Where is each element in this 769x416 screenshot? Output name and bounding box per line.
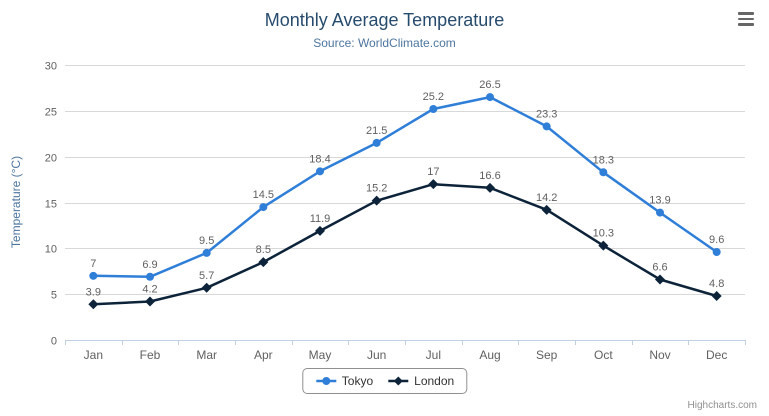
data-label-london: 4.8 [709,278,724,290]
data-label-london: 16.6 [479,170,500,182]
data-point-tokyo[interactable] [429,105,438,113]
data-label-london: 10.3 [593,228,614,240]
x-tick-label: Jun [367,348,386,362]
x-tick-label: Mar [196,348,217,362]
data-label-london: 8.5 [256,244,271,256]
legend-item-tokyo[interactable]: Tokyo [315,374,373,388]
data-point-tokyo[interactable] [316,167,324,176]
x-tick-label: Dec [706,348,727,362]
data-label-tokyo: 6.9 [142,259,157,271]
data-point-tokyo[interactable] [712,248,721,256]
data-label-london: 15.2 [366,183,387,195]
data-point-tokyo[interactable] [599,168,608,177]
x-tick-label: May [309,348,332,362]
data-point-london[interactable] [598,240,609,251]
data-label-tokyo: 9.5 [199,235,214,247]
data-point-tokyo[interactable] [542,122,551,131]
data-label-tokyo: 23.3 [536,108,557,120]
data-label-tokyo: 9.6 [709,234,724,246]
data-point-london[interactable] [145,296,155,307]
x-tick-label: Oct [594,348,613,362]
data-label-london: 14.2 [536,192,557,204]
series-line-london [93,182,718,306]
x-tick-label: Apr [254,348,273,362]
data-label-tokyo: 21.5 [366,125,387,137]
x-tick-label: Sep [536,348,558,362]
data-label-tokyo: 25.2 [423,91,444,103]
data-point-tokyo[interactable] [656,208,664,217]
data-point-london[interactable] [711,291,722,301]
data-point-tokyo[interactable] [202,248,211,257]
data-label-london: 6.6 [652,262,667,274]
data-label-tokyo: 13.9 [649,195,670,207]
data-point-london[interactable] [258,257,269,268]
data-label-tokyo: 18.4 [309,153,330,165]
y-tick-label: 10 [45,244,57,256]
data-point-london[interactable] [371,195,382,206]
data-point-tokyo[interactable] [486,93,494,102]
data-point-london[interactable] [428,179,439,190]
data-label-tokyo: 18.3 [593,154,614,166]
menu-bar [738,17,754,21]
data-point-london[interactable] [485,182,495,193]
data-point-london[interactable] [655,274,665,285]
x-tick-label: Nov [649,348,670,362]
data-label-london: 11.9 [310,213,331,225]
y-tick-label: 30 [45,61,57,73]
chart-subtitle: Source: WorldClimate.com [313,36,456,50]
data-label-london: 17 [427,166,439,178]
menu-bar [738,12,754,15]
y-tick-label: 25 [45,107,57,119]
menu-bar [738,23,754,26]
data-label-tokyo: 14.5 [253,189,274,201]
hamburger-menu-icon[interactable] [735,10,757,28]
y-tick-label: 20 [45,153,57,165]
data-point-tokyo[interactable] [146,272,154,281]
data-label-london: 3.9 [86,286,101,298]
data-point-london[interactable] [541,204,552,215]
data-label-london: 5.7 [199,270,214,282]
data-point-tokyo[interactable] [259,203,268,212]
london-legend-marker-icon [388,376,409,386]
data-point-london[interactable] [315,225,325,236]
x-tick-label: Jul [426,348,441,362]
x-tick-label: Feb [140,348,161,362]
x-tick-label: Jan [84,348,103,362]
data-label-london: 4.2 [142,284,157,296]
legend-label-london: London [414,374,455,388]
series-line-tokyo [93,95,718,279]
y-tick-label: 5 [51,290,57,302]
chart-title: Monthly Average Temperature [264,10,505,30]
data-point-tokyo[interactable] [372,138,381,147]
data-point-london[interactable] [88,299,99,310]
data-point-london[interactable] [201,282,212,293]
tokyo-legend-marker-icon [315,377,336,385]
x-tick-label: Aug [479,348,500,362]
legend: Tokyo London [301,368,468,394]
data-point-tokyo[interactable] [89,271,98,280]
data-label-tokyo: 7 [90,258,96,270]
y-tick-label: 15 [45,199,57,211]
data-label-tokyo: 26.5 [479,79,500,91]
legend-label-tokyo: Tokyo [341,374,374,388]
y-tick-label: 0 [51,336,57,348]
credits-link[interactable]: Highcharts.com [687,400,757,411]
legend-item-london[interactable]: London [387,374,454,388]
